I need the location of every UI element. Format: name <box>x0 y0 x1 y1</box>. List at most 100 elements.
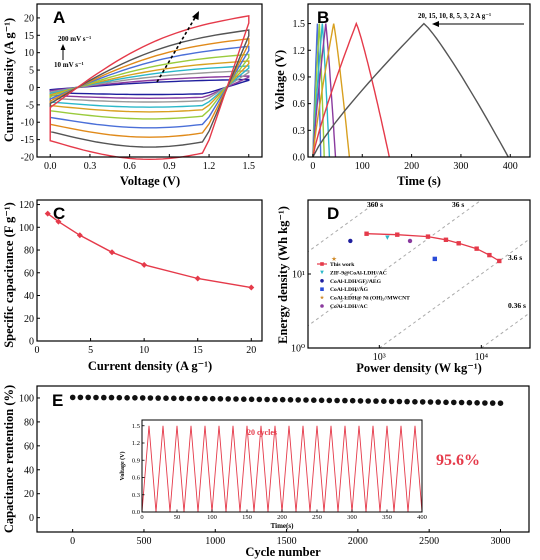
y-tick-label: 0.9 <box>293 72 306 83</box>
retention-point <box>155 395 161 401</box>
y-tick-label: 0.3 <box>293 126 306 137</box>
y-tick-label: -15 <box>21 135 34 146</box>
retention-point <box>334 397 340 404</box>
retention-point <box>373 398 379 404</box>
marker-star <box>319 295 325 300</box>
x-ticks: 10³ 10⁴ <box>373 345 489 363</box>
panel-d: 360 s 36 s 3.6 s 0.36 s D 10³ 10⁴ 10⁰ 10¹ Thi… <box>276 199 531 375</box>
y-ticks: 10⁰ 10¹ <box>291 270 311 355</box>
gcd-curve <box>312 22 509 158</box>
y-tick-label: 20 <box>24 314 34 325</box>
marker-square <box>456 241 461 246</box>
marker-square <box>443 237 449 242</box>
marker-square <box>425 234 431 239</box>
cv-loop <box>49 78 250 96</box>
time-lines: 360 s 36 s 3.6 s 0.36 s <box>308 200 530 348</box>
y-tick-label: 1.5 <box>132 423 140 430</box>
x-tick-label: 400 <box>503 161 518 172</box>
y-tick-label: 120 <box>19 200 34 211</box>
y-tick-label: 0.9 <box>132 457 140 464</box>
y-tick-label: -10 <box>21 118 34 129</box>
retention-point <box>427 399 434 405</box>
x-tick-label: 200 <box>277 514 287 521</box>
trend-arrow-head <box>192 11 199 20</box>
inset-y-label: Voltage (V) <box>119 452 126 481</box>
retention-point <box>474 400 480 406</box>
panel-label: B <box>317 8 329 27</box>
inset-x-ticks: 0 50 100 150 200 250 300 350 400 <box>140 509 427 521</box>
retention-point <box>147 395 154 401</box>
legend-label: CoAl-LDH//AC <box>330 304 368 310</box>
x-tick-label: 5 <box>88 345 93 356</box>
time-line-label: 3.6 s <box>508 253 522 262</box>
marker-circle <box>320 304 324 308</box>
y-tick-label: 15 <box>24 31 34 42</box>
x-tick-label: 2000 <box>348 536 368 547</box>
gcd-curve <box>312 23 325 158</box>
retention-point <box>248 396 255 403</box>
marker-circle <box>407 238 413 244</box>
retention-point <box>311 397 317 404</box>
y-tick-label: 40 <box>24 291 34 302</box>
y-axis-label: Current density (A g⁻¹) <box>2 18 16 142</box>
retention-point <box>233 396 239 402</box>
gcd-curve <box>312 23 337 158</box>
legend-label: This work <box>330 262 355 268</box>
retention-point <box>77 394 84 401</box>
x-tick-label: 300 <box>453 161 468 172</box>
retention-point <box>365 398 372 404</box>
retention-point <box>451 399 457 406</box>
x-tick-label: 0.9 <box>163 161 176 172</box>
y-axis-label: Capacitance rentention (%) <box>2 385 16 533</box>
x-tick-label: 100 <box>207 514 217 521</box>
retention-point <box>388 398 395 405</box>
capacitance-plot <box>44 210 255 291</box>
x-tick-label: 0.0 <box>44 161 57 172</box>
time-line-label: 36 s <box>452 200 464 209</box>
x-ticks: 0 100 200 300 400 <box>310 154 518 172</box>
marker-square <box>497 258 502 264</box>
panel-c: C 0 5 10 15 20 0 20 40 60 80 100 120 Current densi… <box>2 199 263 373</box>
y-tick-label: -20 <box>21 153 34 164</box>
panel-b: B 0 100 200 300 400 0.0 0.3 0.6 0.9 1.2 1.5 Time … <box>273 3 531 188</box>
data-point <box>76 232 83 239</box>
y-ticks: -20 -15 -10 -5 0 5 10 15 20 <box>21 13 40 164</box>
x-tick-label: 0.3 <box>84 161 97 172</box>
x-axis-label: Power density (W kg⁻¹) <box>356 361 482 375</box>
retention-point <box>256 396 263 403</box>
x-tick-label: 15 <box>193 345 203 356</box>
retention-point <box>108 394 115 401</box>
retention-point <box>209 395 216 402</box>
axis-box <box>307 3 531 158</box>
arrow-head <box>60 44 66 50</box>
retention-point <box>217 396 224 402</box>
x-tick-label: 150 <box>242 514 252 521</box>
x-tick-label: 3000 <box>490 536 510 547</box>
data-point <box>55 218 62 225</box>
retention-point <box>419 399 426 405</box>
y-axis-label: Energy density (Wh kg⁻¹) <box>276 206 290 344</box>
retention-point <box>326 397 333 404</box>
retention-point <box>279 396 286 403</box>
retention-point <box>139 395 146 401</box>
marker-triangle <box>320 270 324 275</box>
y-tick-label: 0.0 <box>293 153 306 164</box>
cv-loop <box>49 38 250 138</box>
x-axis-label: Time (s) <box>397 174 441 188</box>
cv-loop <box>49 70 250 103</box>
y-tick-label: 1.2 <box>132 440 140 447</box>
capacitance-line <box>47 213 252 289</box>
marker-triangle <box>385 235 390 240</box>
axis-box <box>36 199 263 342</box>
retention-point <box>186 395 193 402</box>
x-tick-label: 50 <box>174 514 181 521</box>
y-tick-label: 10 <box>24 48 34 59</box>
retention-point <box>241 396 247 403</box>
marker-square <box>432 256 438 262</box>
y-tick-label: 60 <box>24 441 34 452</box>
y-tick-label: 0 <box>29 513 34 524</box>
current-densities-annotation: 20, 15, 10, 8, 5, 3, 2 A g⁻¹ <box>418 12 491 20</box>
marker-square <box>487 252 492 258</box>
retention-point <box>318 397 325 404</box>
x-tick-label: 10⁴ <box>475 352 489 363</box>
